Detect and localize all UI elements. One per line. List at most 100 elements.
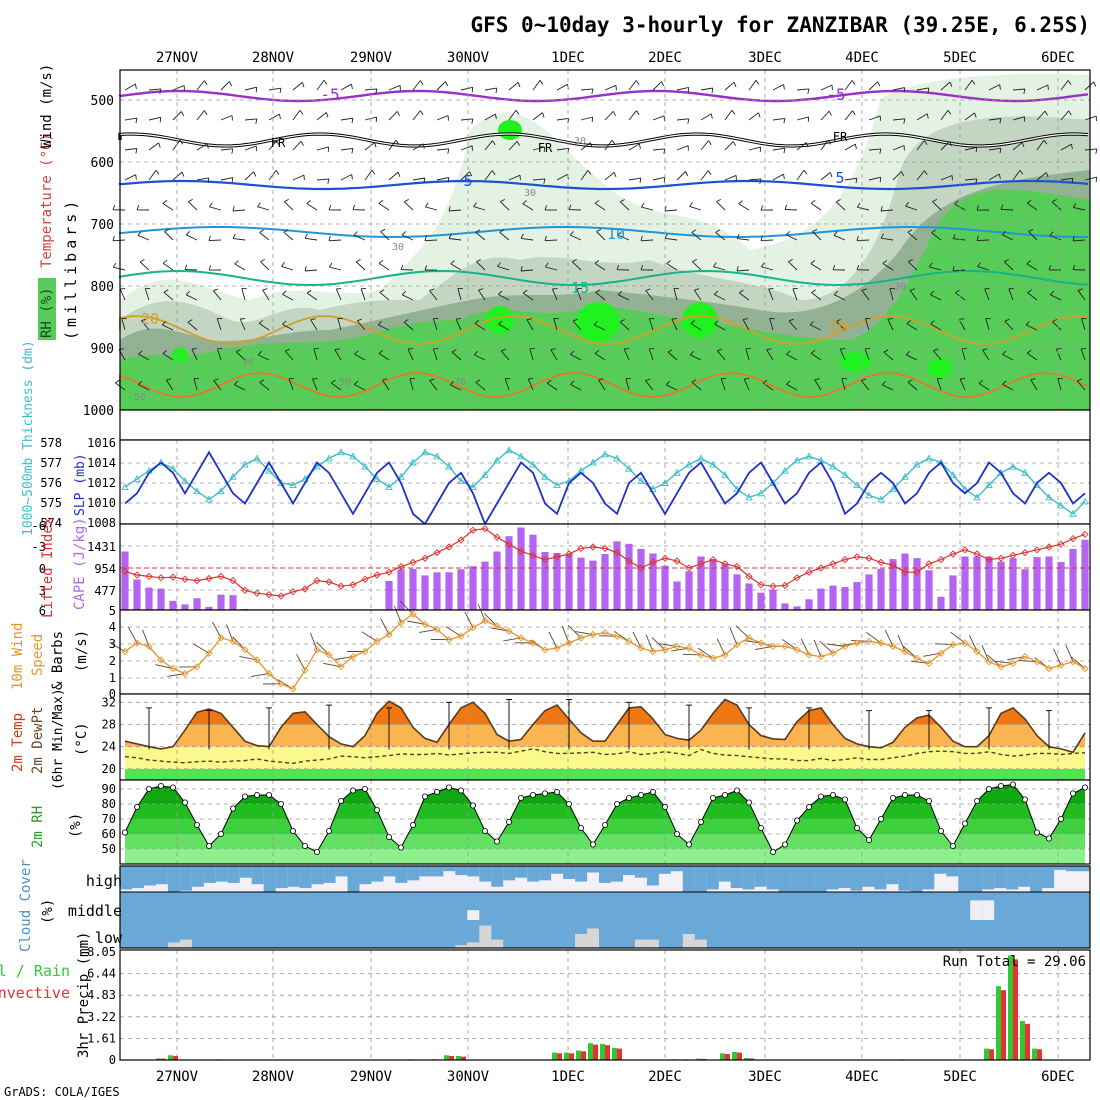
cape-bar-50 (721, 564, 729, 610)
lifted-index-point-46 (673, 557, 681, 565)
cloud-high-bar-80 (1078, 866, 1090, 872)
thickness-line (124, 449, 1086, 515)
upper-barb-flag-9-58 (810, 349, 816, 354)
cape-bar-78 (1057, 562, 1065, 610)
wind10-barb-9 (226, 624, 234, 642)
upper-barb-10-56 (786, 383, 798, 391)
cloud-high-bar-5 (179, 866, 192, 891)
precip-total-bar-51 (732, 1052, 737, 1060)
upper-barb-10-18 (331, 382, 342, 391)
cape-bar-37 (565, 554, 573, 610)
upper-barb-9-44 (648, 348, 654, 361)
upper-barb-flag-5-72 (976, 235, 979, 241)
upper-barb-3-4 (172, 171, 183, 181)
cloud-high-bar-72 (982, 866, 995, 890)
cloud-high-bar-34 (527, 866, 540, 882)
upper-barb-7-28 (457, 288, 462, 301)
upper-barb-3-52 (748, 178, 762, 181)
wind10-barb-1 (128, 626, 138, 644)
upper-barb-6-50 (713, 266, 726, 271)
cloud-high-bar-28 (455, 866, 468, 876)
upper-barb-1-8 (220, 115, 233, 121)
upper-barb-4-16 (306, 203, 318, 211)
upper-barb-flag-5-56 (785, 230, 790, 236)
upper-barb-flag-7-40 (595, 289, 601, 293)
upper-barb-flag-5-50 (715, 229, 721, 233)
upper-barb-4-10 (232, 209, 246, 212)
upper-barb-2-20 (364, 142, 375, 151)
upper-barb-flag-3-6 (207, 177, 210, 183)
upper-barb-6-58 (810, 263, 822, 271)
upper-barb-flag-1-0 (135, 118, 138, 124)
lifted-index-point-80 (1081, 530, 1089, 539)
upper-barb-flag-2-50 (732, 141, 736, 147)
cape-y-labels: Lifted Index CAPE (J/kg) (40, 517, 88, 618)
upper-barb-flag-4-20 (352, 204, 356, 210)
wind10-point-75 (1021, 652, 1029, 661)
upper-barb-0-0 (124, 83, 136, 91)
thickness-point-6 (193, 487, 201, 495)
upper-barb-flag-5-2 (137, 231, 142, 236)
upper-barb-9-28 (451, 351, 462, 361)
upper-barb-2-52 (748, 146, 761, 151)
upper-barb-7-20 (360, 288, 366, 301)
cloud-high-bar-13 (275, 866, 288, 889)
upper-barb-flag-9-6 (191, 348, 197, 350)
upper-barb-10-22 (382, 379, 390, 391)
upper-barb-1-58 (820, 110, 830, 121)
upper-barb-flag-9-76 (1026, 349, 1032, 354)
precip-panel: 8.056.444.833.221.610 (87, 945, 1091, 1067)
precip-total-bar-37 (564, 1052, 569, 1060)
contour-label-14: 30 (894, 282, 906, 293)
upper-barb-9-38 (570, 353, 582, 361)
upper-barb-7-76 (1027, 292, 1038, 301)
upper-barb-flag-4-52 (738, 200, 743, 205)
upper-barb-0-46 (676, 86, 689, 91)
upper-barb-flag-10-0 (115, 379, 120, 384)
upper-barb-10-80 (1076, 380, 1086, 391)
upper-barb-7-32 (498, 294, 510, 301)
thickness-point-20 (361, 462, 369, 470)
lifted-index-point-31 (493, 533, 501, 541)
slp-bg (120, 440, 1090, 524)
li-tick-top: -6 (32, 519, 46, 533)
wind10-barb-2 (142, 629, 150, 647)
rh2m-point-77 (1046, 835, 1053, 842)
rh2m-point-35 (542, 790, 549, 797)
upper-barb-7-64 (889, 288, 894, 301)
rh2m-point-48 (698, 819, 705, 826)
wind10-point-48 (697, 651, 705, 659)
cape-bar-66 (913, 558, 921, 610)
upper-barb-flag-8-48 (690, 320, 696, 324)
upper-barb-flag-6-20 (355, 259, 361, 263)
upper-barb-flag-6-42 (616, 264, 620, 270)
rh2m-point-25 (421, 793, 428, 800)
lifted-index-point-55 (781, 581, 789, 590)
precip-tick-5: 0 (109, 1053, 116, 1067)
upper-barb-flag-5-48 (691, 229, 697, 233)
lifted-index-point-1 (133, 571, 141, 579)
cloud-high-bar-52 (742, 866, 755, 890)
lifted-index-point-48 (697, 560, 705, 568)
ylabel-rh-unit: (%) (68, 813, 84, 838)
wind10-point-79 (1069, 658, 1077, 666)
thickness-point-22 (385, 483, 393, 491)
upper-barb-flag-7-48 (694, 288, 700, 291)
rh2m-point-20 (361, 786, 368, 793)
upper-barb-flag-0-20 (375, 88, 378, 94)
upper-barb-8-60 (835, 321, 846, 331)
wind10-point-9 (229, 637, 237, 645)
upper-barb-flag-0-8 (228, 81, 233, 87)
cape-bar-62 (865, 574, 873, 610)
upper-barb-0-28 (460, 86, 473, 91)
upper-barb-flag-7-4 (163, 289, 169, 293)
upper-barb-flag-8-42 (619, 319, 625, 323)
upper-barb-4-4 (162, 203, 174, 211)
upper-temperature-contours (118, 89, 1089, 398)
wind10-barb-23 (393, 605, 402, 623)
cloud-high-bar-61 (850, 866, 863, 891)
upper-barb-5-42 (617, 234, 630, 241)
lifted-index-point-75 (1021, 548, 1029, 557)
upper-barb-flag-8-16 (310, 318, 316, 321)
